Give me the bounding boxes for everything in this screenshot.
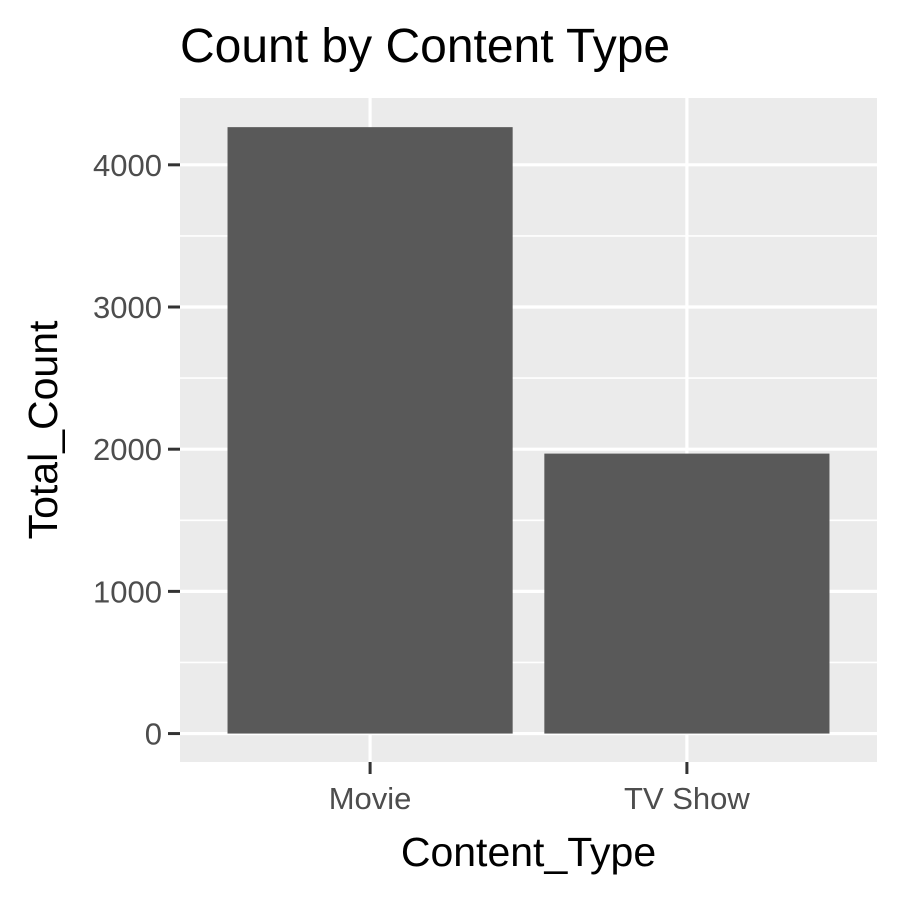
x-axis-title: Content_Type [401, 829, 656, 875]
bar-movie [227, 127, 513, 734]
y-tick-label: 3000 [93, 290, 162, 325]
x-tick-label: Movie [329, 781, 412, 816]
y-tick-label: 0 [145, 717, 162, 752]
bars [227, 127, 830, 734]
y-axis: 0 1000 2000 3000 4000 [93, 148, 180, 752]
y-tick-label: 1000 [93, 574, 162, 609]
y-tick-label: 4000 [93, 148, 162, 183]
y-axis-title: Total_Count [20, 320, 66, 539]
x-axis: Movie TV Show [329, 762, 750, 816]
x-tick-label: TV Show [624, 781, 750, 816]
bar-tv-show [544, 453, 830, 734]
chart-title: Count by Content Type [180, 20, 670, 73]
y-tick-label: 2000 [93, 432, 162, 467]
